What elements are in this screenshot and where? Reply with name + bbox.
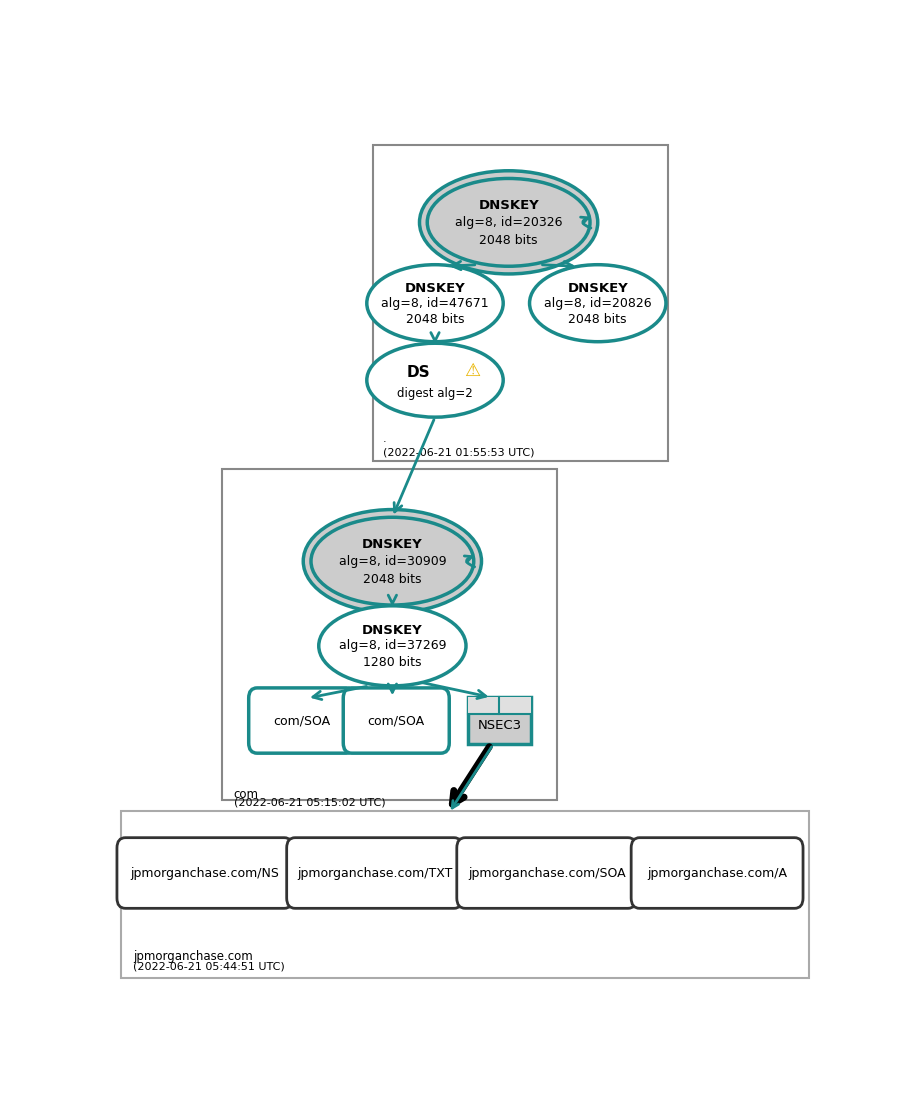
Ellipse shape [318, 605, 466, 686]
Text: alg=8, id=37269: alg=8, id=37269 [338, 639, 446, 652]
Text: 2048 bits: 2048 bits [363, 573, 422, 586]
FancyBboxPatch shape [122, 812, 809, 979]
Text: DNSKEY: DNSKEY [362, 537, 423, 551]
Text: digest alg=2: digest alg=2 [397, 387, 473, 399]
Text: DNSKEY: DNSKEY [362, 624, 423, 637]
Text: com/SOA: com/SOA [273, 714, 330, 727]
Text: DNSKEY: DNSKEY [568, 282, 629, 295]
Text: 2048 bits: 2048 bits [569, 313, 627, 326]
Text: 1280 bits: 1280 bits [363, 656, 422, 669]
Text: jpmorganchase.com/SOA: jpmorganchase.com/SOA [468, 866, 626, 880]
Text: com: com [233, 788, 258, 802]
FancyBboxPatch shape [467, 698, 532, 744]
Text: 2048 bits: 2048 bits [405, 313, 464, 326]
Text: alg=8, id=20326: alg=8, id=20326 [455, 216, 562, 229]
Text: alg=8, id=47671: alg=8, id=47671 [381, 297, 489, 310]
Text: DNSKEY: DNSKEY [478, 200, 539, 212]
Text: alg=8, id=30909: alg=8, id=30909 [338, 554, 446, 568]
FancyBboxPatch shape [117, 837, 293, 909]
Text: NSEC3: NSEC3 [477, 719, 522, 731]
Text: DNSKEY: DNSKEY [405, 282, 465, 295]
Text: 2048 bits: 2048 bits [480, 234, 538, 248]
Text: jpmorganchase.com/TXT: jpmorganchase.com/TXT [297, 866, 453, 880]
Text: com/SOA: com/SOA [367, 714, 424, 727]
FancyBboxPatch shape [343, 688, 449, 753]
Text: alg=8, id=20826: alg=8, id=20826 [544, 297, 651, 310]
Text: DS: DS [406, 366, 430, 380]
Text: ⚠: ⚠ [464, 362, 481, 380]
Text: .: . [383, 434, 386, 444]
Ellipse shape [420, 171, 598, 274]
Ellipse shape [366, 264, 503, 341]
Text: jpmorganchase.com: jpmorganchase.com [132, 950, 252, 963]
Ellipse shape [366, 343, 503, 417]
Ellipse shape [427, 178, 590, 266]
FancyBboxPatch shape [249, 688, 355, 753]
Text: (2022-06-21 05:44:51 UTC): (2022-06-21 05:44:51 UTC) [132, 961, 285, 971]
Text: (2022-06-21 05:15:02 UTC): (2022-06-21 05:15:02 UTC) [233, 797, 385, 807]
Ellipse shape [303, 510, 482, 613]
Text: jpmorganchase.com/A: jpmorganchase.com/A [647, 866, 787, 880]
Text: jpmorganchase.com/NS: jpmorganchase.com/NS [131, 866, 279, 880]
Ellipse shape [530, 264, 666, 341]
FancyBboxPatch shape [373, 145, 668, 460]
Ellipse shape [311, 517, 473, 605]
FancyBboxPatch shape [631, 837, 803, 909]
FancyBboxPatch shape [467, 698, 532, 714]
FancyBboxPatch shape [222, 468, 558, 799]
Text: (2022-06-21 01:55:53 UTC): (2022-06-21 01:55:53 UTC) [383, 448, 534, 458]
FancyBboxPatch shape [287, 837, 463, 909]
FancyBboxPatch shape [457, 837, 637, 909]
